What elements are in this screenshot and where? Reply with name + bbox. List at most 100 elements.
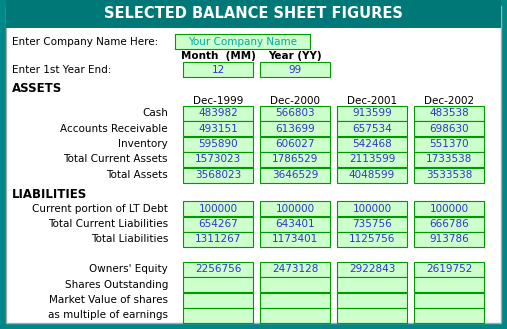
FancyBboxPatch shape: [414, 216, 484, 232]
FancyBboxPatch shape: [6, 0, 501, 28]
Text: Dec-2000: Dec-2000: [270, 96, 320, 106]
FancyBboxPatch shape: [414, 152, 484, 167]
FancyBboxPatch shape: [414, 106, 484, 120]
Text: SELECTED BALANCE SHEET FIGURES: SELECTED BALANCE SHEET FIGURES: [104, 7, 403, 21]
Text: 666786: 666786: [429, 219, 469, 229]
FancyBboxPatch shape: [183, 121, 253, 136]
FancyBboxPatch shape: [337, 308, 407, 323]
Text: 2113599: 2113599: [349, 155, 395, 164]
Text: Total Current Assets: Total Current Assets: [63, 155, 168, 164]
Text: 551370: 551370: [429, 139, 469, 149]
FancyBboxPatch shape: [414, 292, 484, 308]
Text: 654267: 654267: [198, 219, 238, 229]
Text: 2922843: 2922843: [349, 264, 395, 274]
Text: 3646529: 3646529: [272, 170, 318, 180]
Text: 542468: 542468: [352, 139, 392, 149]
FancyBboxPatch shape: [175, 34, 310, 49]
Text: 735756: 735756: [352, 219, 392, 229]
Text: 1125756: 1125756: [349, 235, 395, 244]
Text: 643401: 643401: [275, 219, 315, 229]
Text: Month  (MM): Month (MM): [180, 51, 256, 61]
FancyBboxPatch shape: [183, 262, 253, 276]
FancyBboxPatch shape: [414, 277, 484, 292]
FancyBboxPatch shape: [6, 6, 501, 323]
Text: 12: 12: [211, 65, 225, 75]
Text: Total Liabilities: Total Liabilities: [91, 235, 168, 244]
FancyBboxPatch shape: [337, 167, 407, 183]
Text: 913599: 913599: [352, 108, 392, 118]
FancyBboxPatch shape: [337, 277, 407, 292]
Text: Year (YY): Year (YY): [268, 51, 322, 61]
Text: LIABILITIES: LIABILITIES: [12, 188, 87, 201]
Text: Cash: Cash: [142, 108, 168, 118]
Text: Dec-2002: Dec-2002: [424, 96, 474, 106]
Text: 566803: 566803: [275, 108, 315, 118]
Text: Dec-2001: Dec-2001: [347, 96, 397, 106]
FancyBboxPatch shape: [260, 106, 330, 120]
FancyBboxPatch shape: [260, 232, 330, 247]
Text: 606027: 606027: [275, 139, 315, 149]
FancyBboxPatch shape: [414, 121, 484, 136]
Text: 1173401: 1173401: [272, 235, 318, 244]
Text: 913786: 913786: [429, 235, 469, 244]
FancyBboxPatch shape: [414, 262, 484, 276]
FancyBboxPatch shape: [260, 216, 330, 232]
FancyBboxPatch shape: [260, 152, 330, 167]
FancyBboxPatch shape: [183, 106, 253, 120]
Text: ASSETS: ASSETS: [12, 83, 62, 95]
Text: 493151: 493151: [198, 123, 238, 134]
Text: Dec-1999: Dec-1999: [193, 96, 243, 106]
FancyBboxPatch shape: [183, 308, 253, 323]
FancyBboxPatch shape: [260, 62, 330, 77]
Text: 3568023: 3568023: [195, 170, 241, 180]
Text: 2256756: 2256756: [195, 264, 241, 274]
Text: Shares Outstanding: Shares Outstanding: [64, 280, 168, 290]
FancyBboxPatch shape: [337, 121, 407, 136]
Text: Accounts Receivable: Accounts Receivable: [60, 123, 168, 134]
FancyBboxPatch shape: [337, 137, 407, 151]
Text: 657534: 657534: [352, 123, 392, 134]
Text: 1311267: 1311267: [195, 235, 241, 244]
Text: Current portion of LT Debt: Current portion of LT Debt: [32, 204, 168, 214]
FancyBboxPatch shape: [337, 292, 407, 308]
FancyBboxPatch shape: [183, 277, 253, 292]
Text: 595890: 595890: [198, 139, 238, 149]
FancyBboxPatch shape: [260, 121, 330, 136]
Text: Market Value of shares: Market Value of shares: [49, 295, 168, 305]
Text: 3533538: 3533538: [426, 170, 472, 180]
FancyBboxPatch shape: [337, 152, 407, 167]
FancyBboxPatch shape: [337, 216, 407, 232]
FancyBboxPatch shape: [414, 137, 484, 151]
Text: Inventory: Inventory: [118, 139, 168, 149]
Text: 100000: 100000: [352, 204, 391, 214]
FancyBboxPatch shape: [414, 201, 484, 216]
Text: 100000: 100000: [429, 204, 468, 214]
FancyBboxPatch shape: [183, 232, 253, 247]
FancyBboxPatch shape: [414, 167, 484, 183]
FancyBboxPatch shape: [260, 137, 330, 151]
Text: 100000: 100000: [198, 204, 238, 214]
Text: 4048599: 4048599: [349, 170, 395, 180]
Text: 1573023: 1573023: [195, 155, 241, 164]
Text: 2473128: 2473128: [272, 264, 318, 274]
FancyBboxPatch shape: [183, 152, 253, 167]
FancyBboxPatch shape: [260, 201, 330, 216]
Text: Enter Company Name Here:: Enter Company Name Here:: [12, 37, 158, 47]
Text: 100000: 100000: [275, 204, 314, 214]
Text: Total Current Liabilities: Total Current Liabilities: [48, 219, 168, 229]
Text: 1733538: 1733538: [426, 155, 472, 164]
Text: 613699: 613699: [275, 123, 315, 134]
FancyBboxPatch shape: [183, 292, 253, 308]
FancyBboxPatch shape: [183, 167, 253, 183]
FancyBboxPatch shape: [183, 137, 253, 151]
Text: 483982: 483982: [198, 108, 238, 118]
FancyBboxPatch shape: [337, 201, 407, 216]
FancyBboxPatch shape: [337, 106, 407, 120]
FancyBboxPatch shape: [260, 308, 330, 323]
FancyBboxPatch shape: [260, 277, 330, 292]
FancyBboxPatch shape: [183, 216, 253, 232]
FancyBboxPatch shape: [337, 232, 407, 247]
Text: 1786529: 1786529: [272, 155, 318, 164]
FancyBboxPatch shape: [183, 201, 253, 216]
Text: Enter 1st Year End:: Enter 1st Year End:: [12, 65, 112, 75]
